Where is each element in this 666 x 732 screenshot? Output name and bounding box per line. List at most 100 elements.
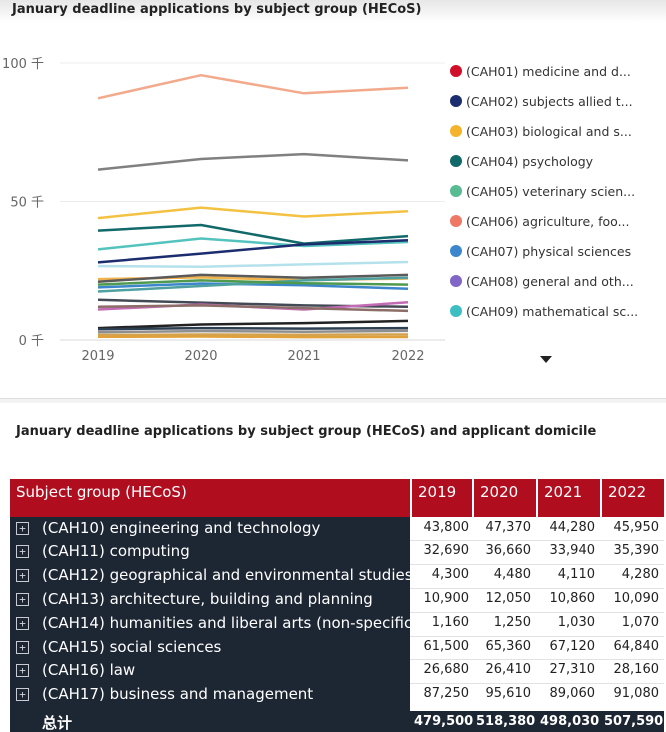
row-value-cell: 35,390 [613,543,660,558]
row-value-cell: 44,280 [549,520,596,535]
row-value-cell: 95,610 [485,686,532,701]
legend-item[interactable]: (CAH05) veterinary scien... [450,176,662,206]
expand-plus-icon[interactable]: + [16,522,29,535]
row-subject-name: (CAH12) geographical and environmental s… [42,566,413,584]
series-line [97,152,409,171]
header-year-2019[interactable]: 2019 [418,483,457,501]
legend-dot-icon [450,125,462,137]
row-divider [410,683,664,684]
header-year-2022[interactable]: 2022 [608,483,647,501]
legend-item[interactable]: (CAH02) subjects allied t... [450,86,662,116]
table-row: + (CAH12) geographical and environmental … [10,564,664,587]
row-value-cell: 1,250 [493,615,531,630]
chart-legend: (CAH01) medicine and d... (CAH02) subject… [450,56,662,326]
expand-plus-icon[interactable]: + [16,593,29,606]
row-divider [410,612,664,613]
x-tick-label: 2020 [184,349,217,364]
row-divider [410,636,664,637]
row-value-cell: 10,900 [423,591,470,606]
legend-item[interactable]: (CAH09) mathematical sc... [450,296,662,326]
row-value-cell: 26,680 [423,662,470,677]
table-row: + (CAH10) engineering and technology 43,80… [10,517,664,540]
header-divider [410,479,412,517]
table-row: + (CAH11) computing 32,690 36,660 33,940 35,3… [10,540,664,563]
series-line [97,73,409,100]
legend-item[interactable]: (CAH01) medicine and d... [450,56,662,86]
legend-dot-icon [450,215,462,227]
expand-plus-icon[interactable]: + [16,617,29,630]
row-value-cell: 1,070 [621,615,659,630]
series-line [97,273,409,284]
total-value-cell: 518,380 [476,714,536,729]
row-subject-name: (CAH11) computing [42,542,190,560]
row-value-cell: 10,090 [613,591,660,606]
header-subject[interactable]: Subject group (HECoS) [16,483,187,501]
table-row: + (CAH15) social sciences 61,500 65,360 67,1… [10,636,664,659]
chart-title: January deadline applications by subject… [12,2,422,17]
legend-label: (CAH08) general and oth... [466,273,634,289]
legend-label: (CAH06) agriculture, foo... [466,213,630,229]
header-year-2021[interactable]: 2021 [544,483,583,501]
expand-plus-icon[interactable]: + [16,664,29,677]
row-value-cell: 36,660 [485,543,532,558]
row-subject-name: (CAH16) law [42,661,136,679]
x-tick-label: 2022 [391,349,424,364]
row-divider [410,588,664,589]
legend-label: (CAH03) biological and s... [466,123,632,139]
row-subject-name: (CAH10) engineering and technology [42,519,321,537]
legend-item[interactable]: (CAH07) physical sciences [450,236,662,266]
legend-dot-icon [450,185,462,197]
row-value-cell: 91,080 [613,686,660,701]
row-value-cell: 43,800 [423,520,470,535]
expand-plus-icon[interactable]: + [16,641,29,654]
row-divider [410,564,664,565]
table-row: + (CAH14) humanities and liberal arts (no… [10,612,664,635]
header-year-2020[interactable]: 2020 [480,483,519,501]
legend-label: (CAH05) veterinary scien... [466,183,636,199]
row-value-cell: 1,030 [557,615,595,630]
row-value-cell: 87,250 [423,686,470,701]
legend-dot-icon [450,245,462,257]
legend-item[interactable]: (CAH06) agriculture, foo... [450,206,662,236]
legend-dot-icon [450,65,462,77]
table-row: + (CAH17) business and management 87,250 95… [10,683,664,706]
legend-label: (CAH07) physical sciences [466,243,632,259]
table-row: + (CAH13) architecture, building and plan… [10,588,664,611]
header-divider [600,479,602,517]
title-bar [0,0,666,22]
x-tick-label: 2021 [287,349,320,364]
row-divider [410,659,664,660]
row-value-cell: 33,940 [549,543,596,558]
row-value-cell: 4,280 [621,567,659,582]
legend-item[interactable]: (CAH04) psychology [450,146,662,176]
legend-dot-icon [450,155,462,167]
series-line [97,329,409,334]
legend-label: (CAH02) subjects allied t... [466,93,633,109]
expand-plus-icon[interactable]: + [16,545,29,558]
row-value-cell: 4,300 [431,567,469,582]
row-value-cell: 45,950 [613,520,660,535]
series-line [97,276,409,293]
total-value-cell: 479,500 [414,714,474,729]
series-line [97,239,409,264]
total-value-cell: 507,590 [604,714,664,729]
legend-item[interactable]: (CAH03) biological and s... [450,116,662,146]
legend-item[interactable]: (CAH08) general and oth... [450,266,662,296]
row-value-cell: 28,160 [613,662,660,677]
total-value-cell: 498,030 [540,714,600,729]
legend-scroll-down-icon[interactable] [540,356,552,363]
y-tick-label: 0 千 [19,334,44,349]
series-line [97,223,409,245]
total-label: 总计 [42,714,73,732]
subject-column [10,517,410,732]
expand-plus-icon[interactable]: + [16,569,29,582]
row-value-cell: 32,690 [423,543,470,558]
expand-plus-icon[interactable]: + [16,688,29,701]
header-divider [472,479,474,517]
row-value-cell: 27,310 [549,662,596,677]
legend-label: (CAH04) psychology [466,153,594,169]
x-tick-label: 2019 [81,349,114,364]
table-row: + (CAH16) law 26,680 26,410 27,310 28,160 [10,659,664,682]
row-value-cell: 61,500 [423,639,470,654]
series-line [97,279,409,286]
